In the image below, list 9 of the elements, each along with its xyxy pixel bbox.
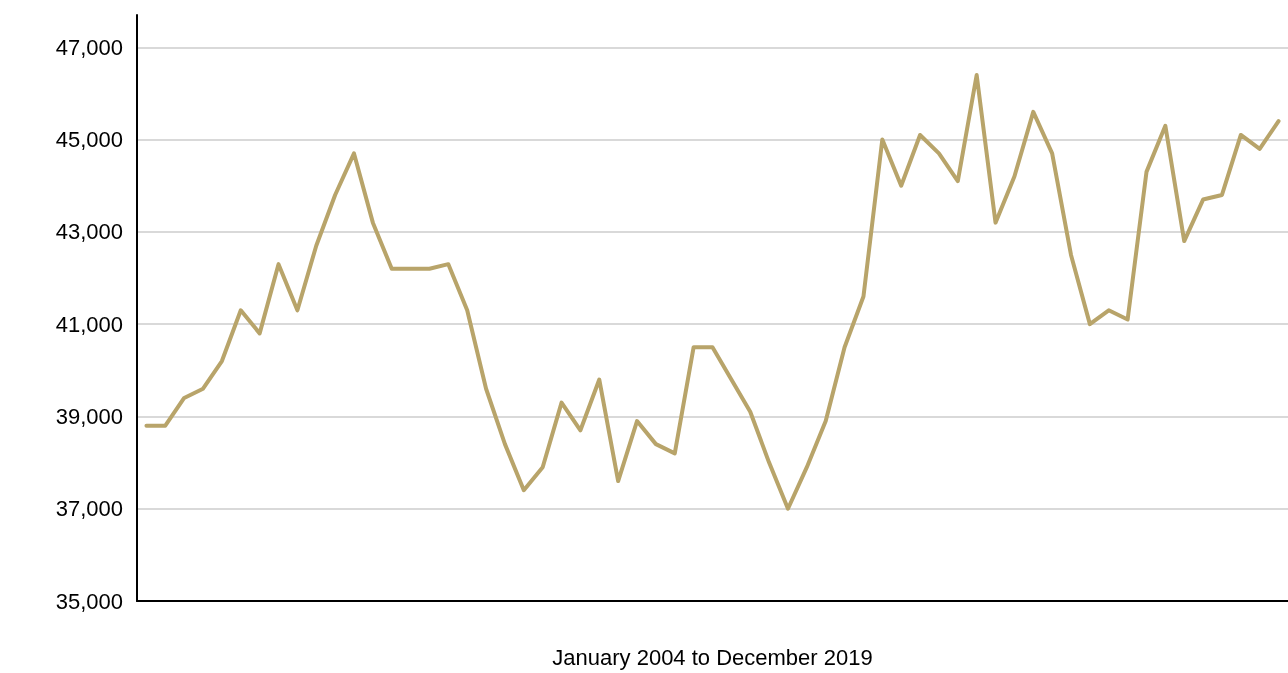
- y-tick-label: 45,000: [55, 127, 123, 153]
- y-tick-label: 39,000: [55, 403, 123, 429]
- y-tick-label: 47,000: [55, 34, 123, 60]
- y-tick-label: 41,000: [55, 311, 123, 337]
- y-tick-label: 35,000: [55, 588, 123, 614]
- x-axis-title: January 2004 to December 2019: [552, 644, 873, 670]
- y-tick-label: 43,000: [55, 219, 123, 245]
- line-series: [144, 72, 1281, 511]
- y-tick-label: 37,000: [55, 496, 123, 522]
